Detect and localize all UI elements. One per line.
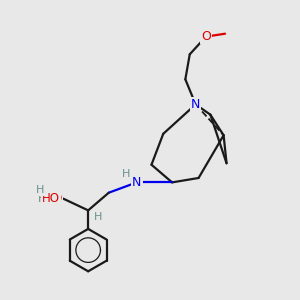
Text: H: H xyxy=(94,212,103,222)
Text: H: H xyxy=(38,192,47,205)
Text: H: H xyxy=(122,169,130,178)
Text: N: N xyxy=(132,176,141,189)
Text: O: O xyxy=(201,30,211,43)
Text: N: N xyxy=(191,98,200,111)
Text: HO: HO xyxy=(42,192,60,205)
Text: O: O xyxy=(52,192,62,205)
Text: H: H xyxy=(35,185,44,195)
